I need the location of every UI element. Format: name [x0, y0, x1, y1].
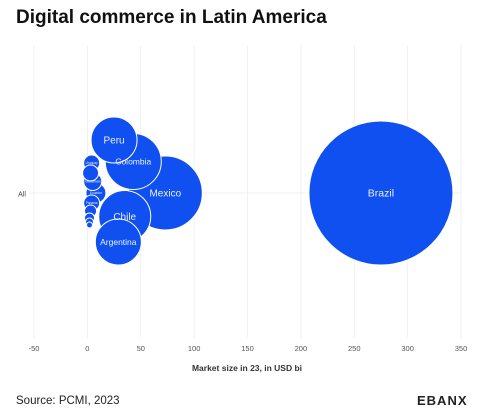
y-category-label: All: [18, 192, 26, 199]
bubble-label-panama: Panama: [86, 201, 98, 205]
bubble-brazil: [308, 120, 454, 266]
bubble-label-uruguay: Uruguay: [86, 161, 98, 165]
bubble-country-10: [82, 164, 100, 182]
bubble-peru: [90, 116, 138, 164]
bubble-label-brazil: Brazil: [368, 188, 394, 200]
x-tick-label-6: 250: [348, 344, 361, 353]
bubble-label-colombia: Colombia: [115, 156, 151, 166]
ebanx-logo: EBANX: [417, 393, 468, 408]
bubble-label-guatemala: Guatemala: [85, 180, 101, 184]
x-tick-label-4: 150: [241, 344, 254, 353]
bubble-argentina: [94, 218, 142, 266]
bubble-label-peru: Peru: [104, 136, 125, 147]
x-axis-ticks: -50 0 50 100 150 200 250 300 350: [29, 344, 468, 353]
bubble-labels: Brazil Mexico Colombia Chile Peru Argentina Ec…: [85, 136, 394, 247]
x-tick-label-7: 300: [401, 344, 414, 353]
bubble-label-mexico: Mexico: [149, 189, 181, 200]
bubble-label-ecuador: Ecuador: [90, 191, 103, 195]
bubble-country-14: [86, 221, 94, 229]
bubbles: [82, 116, 454, 266]
x-axis-label: Market size in 23, in USD bi: [192, 363, 302, 373]
x-tick-label-5: 200: [295, 344, 308, 353]
x-tick-label-2: 50: [137, 344, 145, 353]
x-tick-label-0: -50: [29, 344, 40, 353]
source-note: Source: PCMI, 2023: [16, 395, 120, 407]
x-tick-label-3: 100: [188, 344, 201, 353]
x-tick-label-1: 0: [85, 344, 89, 353]
chart-title: Digital commerce in Latin America: [16, 7, 327, 28]
bubble-label-chile: Chile: [113, 212, 136, 223]
bubble-label-argentina: Argentina: [100, 237, 137, 247]
x-tick-label-8: 350: [455, 344, 468, 353]
